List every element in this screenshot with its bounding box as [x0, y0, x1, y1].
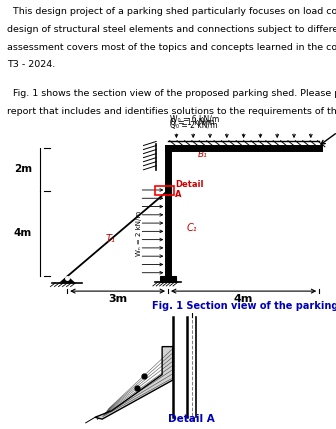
Text: T3 - 2024.: T3 - 2024.	[7, 60, 55, 69]
Bar	[160, 276, 176, 282]
Polygon shape	[60, 276, 75, 283]
Text: 3m: 3m	[108, 294, 127, 305]
Text: 4m: 4m	[234, 294, 253, 305]
Text: Q = 1 kN/m: Q = 1 kN/m	[170, 118, 214, 127]
Text: Wₙ = 2 kN/m: Wₙ = 2 kN/m	[136, 211, 142, 256]
Text: Q₀ = 2 kN/m: Q₀ = 2 kN/m	[170, 121, 217, 130]
Polygon shape	[95, 347, 173, 419]
Bar	[155, 186, 173, 195]
Text: C₁: C₁	[186, 223, 197, 233]
Text: Detail
A: Detail A	[175, 180, 204, 199]
Text: report that includes and identifies solutions to the requirements of this assess: report that includes and identifies solu…	[7, 107, 336, 116]
Text: design of structural steel elements and connections subject to different actions: design of structural steel elements and …	[7, 24, 336, 33]
Text: 2m: 2m	[14, 164, 32, 174]
Text: assessment covers most of the topics and concepts learned in the course: CIVL400: assessment covers most of the topics and…	[7, 42, 336, 51]
Text: Detail A: Detail A	[168, 414, 215, 424]
Text: 4m: 4m	[14, 229, 32, 239]
Text: T₁: T₁	[106, 234, 116, 244]
Text: B₁: B₁	[198, 151, 208, 160]
Text: This design project of a parking shed particularly focuses on load combinations : This design project of a parking shed pa…	[7, 6, 336, 15]
Text: Fig. 1 shows the section view of the proposed parking shed. Please prepare a wri: Fig. 1 shows the section view of the pro…	[7, 89, 336, 98]
Text: W₀ = 6 kN/m: W₀ = 6 kN/m	[170, 115, 219, 124]
Text: Fig. 1 Section view of the parking shed: Fig. 1 Section view of the parking shed	[152, 301, 336, 311]
